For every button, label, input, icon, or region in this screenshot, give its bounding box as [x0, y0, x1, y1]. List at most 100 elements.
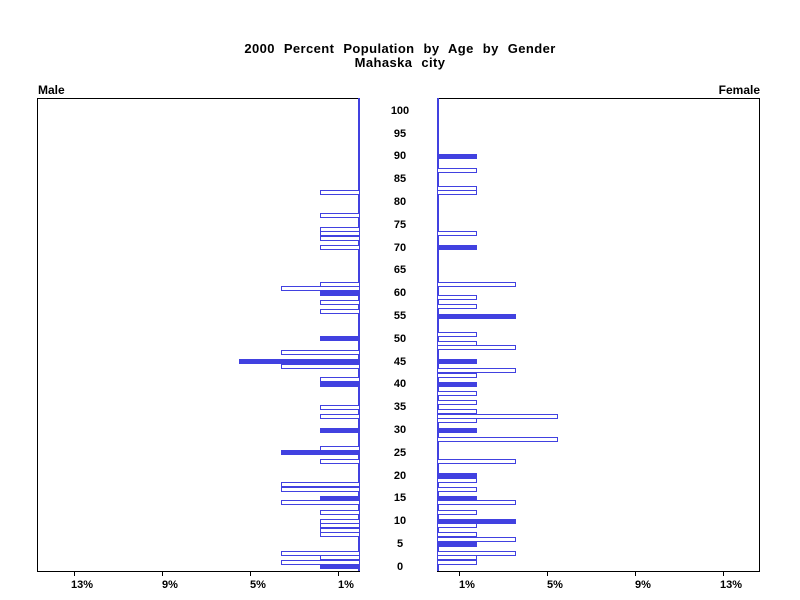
- bar-female-age-82: [437, 190, 477, 195]
- bar-male-age-12: [320, 510, 360, 515]
- age-axis-label-40: 40: [393, 378, 407, 390]
- age-axis-label-70: 70: [393, 242, 407, 254]
- bar-male-age-82: [320, 190, 360, 195]
- male-tick-label-13pct: 13%: [70, 579, 94, 591]
- bar-female-age-90: [437, 154, 477, 159]
- age-axis-label-75: 75: [393, 219, 407, 231]
- age-axis-label-5: 5: [396, 538, 404, 550]
- bar-male-age-70: [320, 245, 360, 250]
- bar-female-age-6: [437, 537, 516, 542]
- bar-female-age-59: [437, 295, 477, 300]
- bar-male-age-14: [281, 500, 360, 505]
- age-axis-label-100: 100: [390, 105, 410, 117]
- bar-male-age-40: [320, 382, 360, 387]
- age-axis-label-25: 25: [393, 447, 407, 459]
- bar-female-age-1: [437, 560, 477, 565]
- age-axis-label-45: 45: [393, 356, 407, 368]
- bar-male-age-2: [320, 555, 360, 560]
- male-tick-5pct: [250, 571, 251, 576]
- bar-male-age-50: [320, 336, 360, 341]
- male-tick-13pct: [74, 571, 75, 576]
- female-panel-top-border: [437, 98, 760, 99]
- age-axis-label-85: 85: [393, 173, 407, 185]
- bar-male-age-0: [320, 564, 360, 569]
- female-tick-label-1pct: 1%: [459, 579, 475, 591]
- female-tick-label-9pct: 9%: [635, 579, 651, 591]
- bar-male-age-44: [281, 364, 360, 369]
- bar-female-age-55: [437, 314, 516, 319]
- male-tick-label-9pct: 9%: [162, 579, 178, 591]
- bar-female-age-38: [437, 391, 477, 396]
- age-axis-label-0: 0: [396, 561, 404, 573]
- bar-female-age-45: [437, 359, 477, 364]
- bar-male-age-30: [320, 428, 360, 433]
- female-tick-5pct: [547, 571, 548, 576]
- female-tick-13pct: [723, 571, 724, 576]
- bar-female-age-62: [437, 282, 516, 287]
- age-axis-label-65: 65: [393, 264, 407, 276]
- bar-male-age-25: [281, 450, 360, 455]
- male-tick-label-1pct: 1%: [338, 579, 354, 591]
- bar-female-age-32: [437, 418, 477, 423]
- bar-female-age-34: [437, 409, 477, 414]
- bar-female-age-12: [437, 510, 477, 515]
- bar-female-age-36: [437, 400, 477, 405]
- bar-female-age-51: [437, 332, 477, 337]
- chart-title: 2000 Percent Population by Age by Gender: [244, 41, 556, 56]
- bar-male-age-56: [320, 309, 360, 314]
- bar-female-age-17: [437, 487, 477, 492]
- age-axis-label-35: 35: [393, 401, 407, 413]
- female-panel-label: Female: [718, 83, 760, 97]
- bar-female-age-9: [437, 523, 477, 528]
- bar-female-age-70: [437, 245, 477, 250]
- bar-female-age-40: [437, 382, 477, 387]
- bar-male-age-7: [320, 532, 360, 537]
- bar-female-age-33: [437, 414, 558, 419]
- bar-male-age-41: [320, 377, 360, 382]
- bar-male-age-77: [320, 213, 360, 218]
- bar-male-age-33: [320, 414, 360, 419]
- age-axis-label-95: 95: [393, 128, 407, 140]
- female-panel-right-border: [759, 98, 760, 572]
- male-panel-label: Male: [38, 83, 65, 97]
- male-panel-left-border: [37, 98, 38, 572]
- bar-female-age-48: [437, 345, 516, 350]
- bar-male-age-60: [320, 291, 360, 296]
- age-axis-label-15: 15: [393, 492, 407, 504]
- male-zero-axis: [358, 98, 360, 571]
- male-panel-baseline: [37, 571, 360, 572]
- age-axis-label-80: 80: [393, 196, 407, 208]
- male-panel-top-border: [37, 98, 360, 99]
- bar-female-age-87: [437, 168, 477, 173]
- bar-female-age-5: [437, 542, 477, 547]
- female-panel-baseline: [437, 571, 760, 572]
- bar-male-age-23: [320, 459, 360, 464]
- bar-female-age-19: [437, 478, 477, 483]
- bar-female-age-43: [437, 368, 516, 373]
- bar-female-age-42: [437, 373, 477, 378]
- bar-male-age-47: [281, 350, 360, 355]
- bar-female-age-7: [437, 532, 477, 537]
- bar-female-age-28: [437, 437, 558, 442]
- male-tick-label-5pct: 5%: [250, 579, 266, 591]
- bar-male-age-73: [320, 231, 360, 236]
- bar-male-age-61: [281, 286, 360, 291]
- bar-female-age-20: [437, 473, 477, 478]
- female-tick-1pct: [459, 571, 460, 576]
- bar-female-age-23: [437, 459, 516, 464]
- bar-female-age-57: [437, 304, 477, 309]
- bar-male-age-58: [320, 300, 360, 305]
- female-tick-9pct: [635, 571, 636, 576]
- female-tick-label-13pct: 13%: [719, 579, 743, 591]
- bar-male-age-72: [320, 236, 360, 241]
- age-axis-label-90: 90: [393, 150, 407, 162]
- bar-male-age-35: [320, 405, 360, 410]
- age-axis-label-30: 30: [393, 424, 407, 436]
- bar-female-age-2: [437, 555, 477, 560]
- male-tick-1pct: [338, 571, 339, 576]
- age-axis-label-55: 55: [393, 310, 407, 322]
- age-axis-label-50: 50: [393, 333, 407, 345]
- age-axis-label-60: 60: [393, 287, 407, 299]
- bar-female-age-14: [437, 500, 516, 505]
